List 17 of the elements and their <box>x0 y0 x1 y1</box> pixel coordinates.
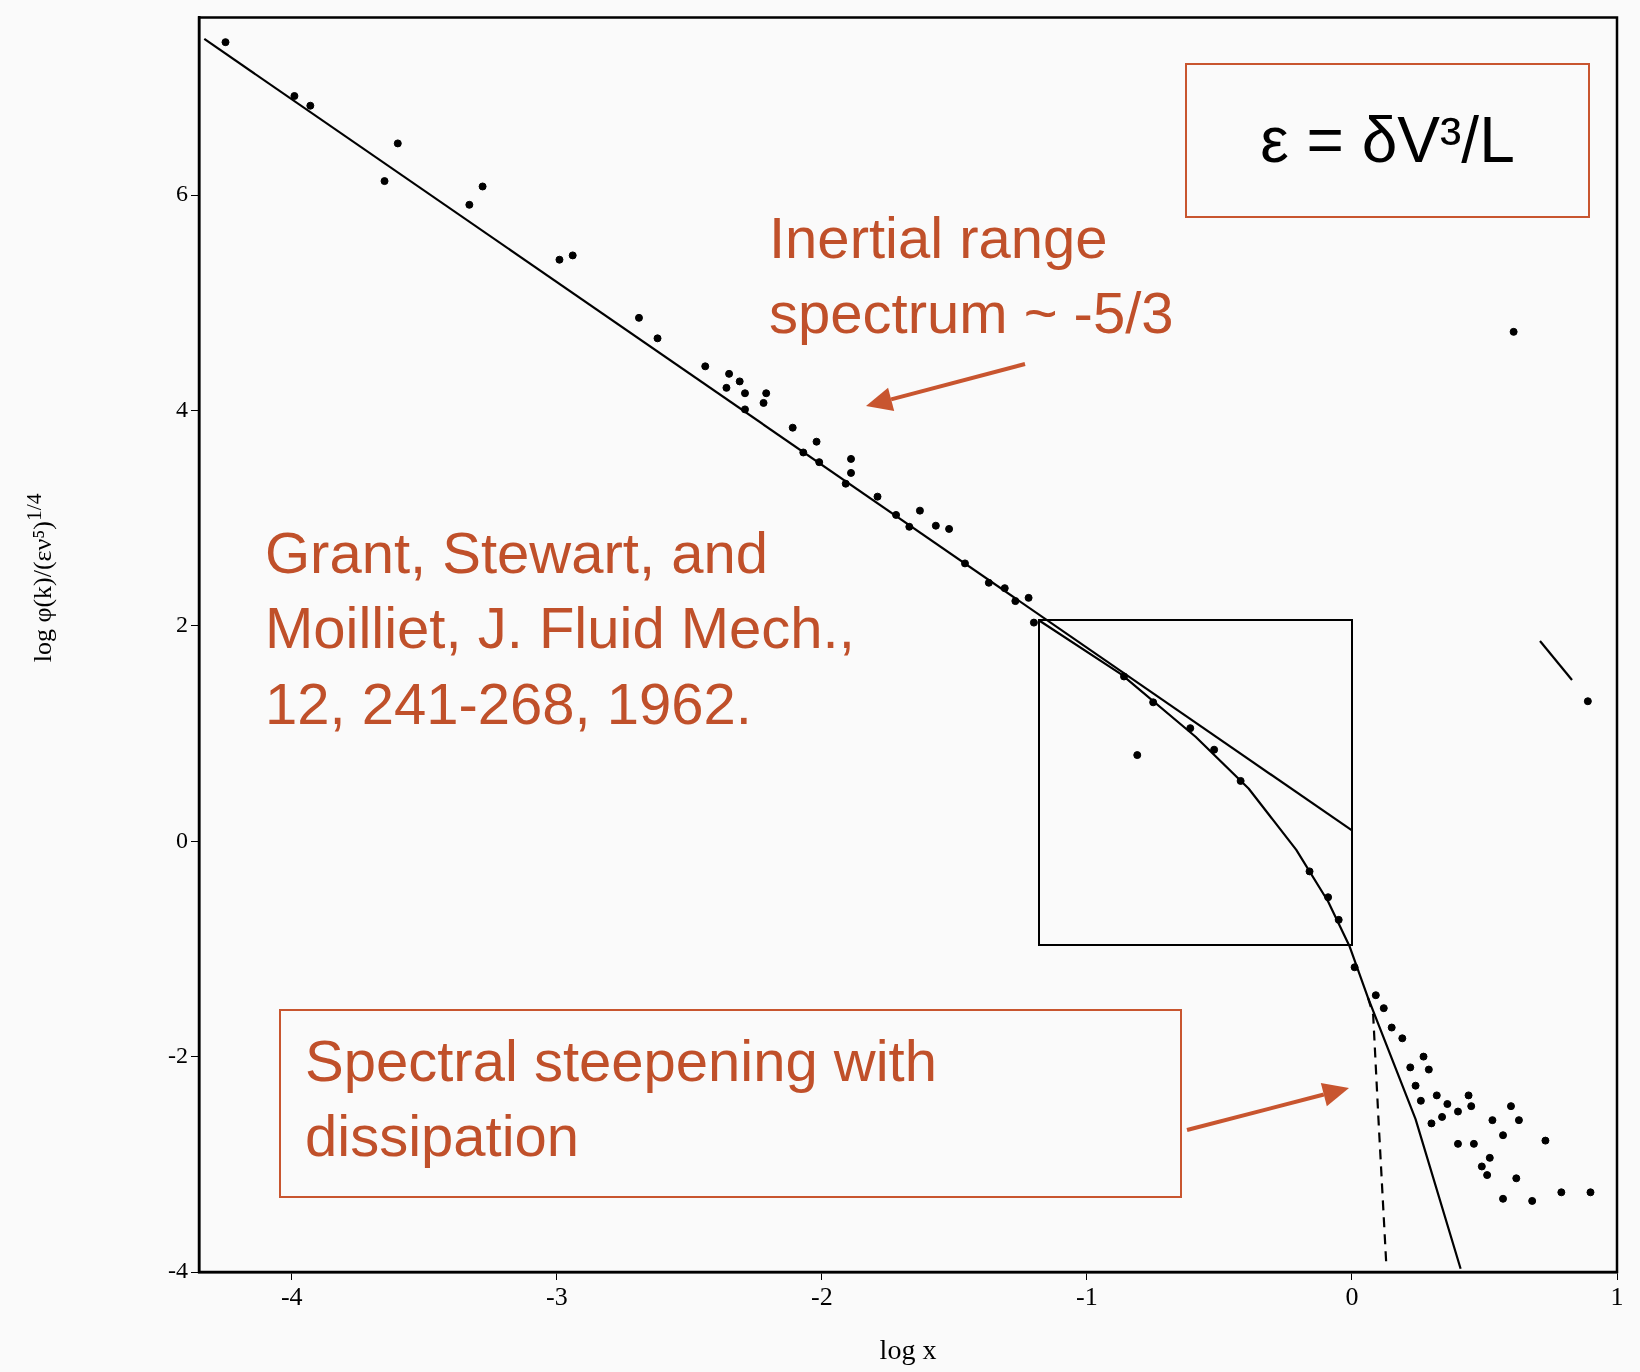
x-tick-label: -1 <box>1076 1282 1098 1312</box>
y-tick-label: -4 <box>168 1257 188 1284</box>
y-tick-label: 4 <box>176 395 188 422</box>
annotation: ε = δV³/L <box>1185 63 1590 218</box>
y-tick-label: -2 <box>168 1041 188 1068</box>
y-tick-label: 0 <box>176 826 188 853</box>
x-axis-title: log x <box>879 1333 937 1365</box>
x-tick-label: 0 <box>1345 1282 1359 1312</box>
annotation: Spectral steepening with dissipation <box>279 1009 1182 1198</box>
x-tick-label: -2 <box>811 1282 833 1312</box>
x-tick-label: -3 <box>545 1282 568 1312</box>
x-tick-label: -4 <box>280 1282 303 1312</box>
y-tick-label: 2 <box>176 611 188 638</box>
annotation: Grant, Stewart, and Moilliet, J. Fluid Mech., 12, 241-268, 1962. <box>265 519 856 738</box>
y-tick-label: 6 <box>176 180 188 207</box>
x-tick-label: 1 <box>1610 1282 1624 1312</box>
annotation: Inertial range spectrum ~ -5/3 <box>769 204 1175 348</box>
